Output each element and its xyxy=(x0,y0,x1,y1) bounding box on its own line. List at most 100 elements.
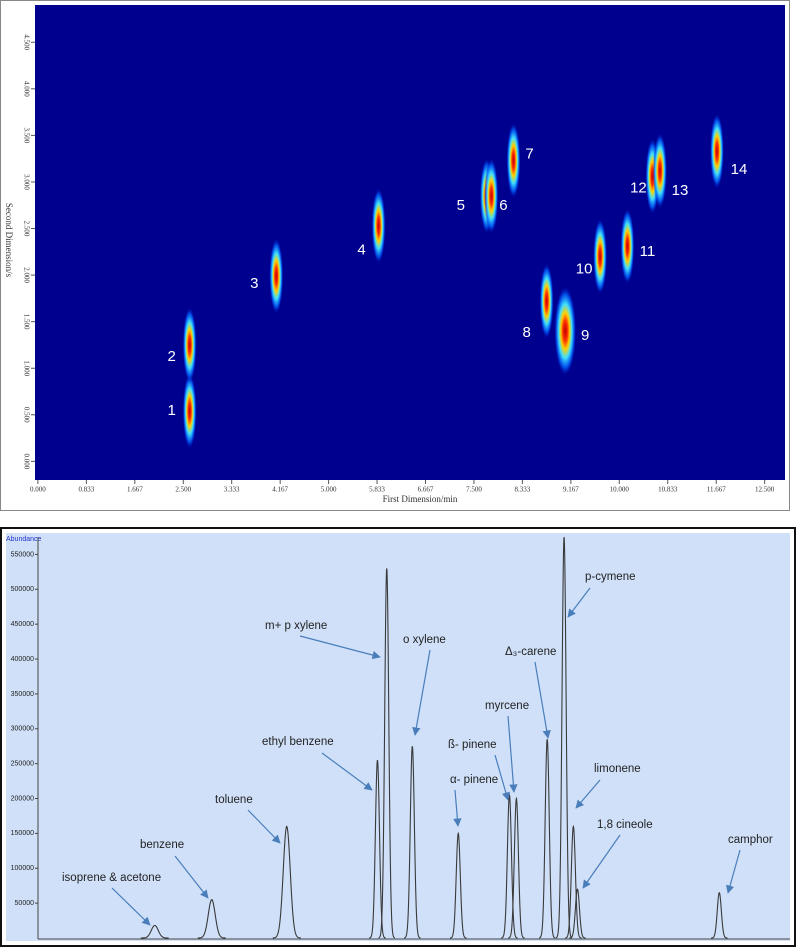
y-tick-label: 2.000 xyxy=(22,267,30,283)
y-tick-label: 500000 xyxy=(11,586,34,593)
spot-label: 14 xyxy=(731,161,748,178)
peak-label: toluene xyxy=(215,794,253,806)
x-tick-label: 0.833 xyxy=(78,486,94,494)
spot xyxy=(371,187,386,264)
y-tick-label: 3.500 xyxy=(22,128,30,144)
y-tick-label: 4.500 xyxy=(22,34,30,50)
spot xyxy=(269,238,284,315)
peak xyxy=(569,888,586,939)
peak-label: 1,8 cineole xyxy=(597,819,653,831)
peak-label: α- pinene xyxy=(450,774,498,786)
spot-label: 12 xyxy=(630,179,647,196)
spot-label: 4 xyxy=(357,242,365,259)
x-tick-label: 9.167 xyxy=(563,486,579,494)
arrow xyxy=(507,715,518,793)
spot-label: 8 xyxy=(522,324,530,341)
y-tick-label: 100000 xyxy=(11,865,34,872)
y-tick-label: 150000 xyxy=(11,830,34,837)
peak xyxy=(404,746,421,939)
spot xyxy=(182,306,197,383)
arrow xyxy=(299,635,381,660)
spot-label: 9 xyxy=(581,327,589,344)
y-tick-label: 450000 xyxy=(11,621,34,628)
x-tick-label: 5.833 xyxy=(369,486,385,494)
peak xyxy=(565,824,582,939)
x-tick-label: 0.000 xyxy=(30,486,46,494)
peak-label: limonene xyxy=(594,763,641,775)
peak xyxy=(272,825,301,939)
arrow xyxy=(582,834,621,889)
x-tick-label: 5.000 xyxy=(321,486,337,494)
x-tick-label: 8.333 xyxy=(515,486,531,494)
y-tick-label: 1.000 xyxy=(22,360,30,376)
peak xyxy=(508,796,525,939)
bottom-plot-area xyxy=(6,533,790,941)
spot-label: 10 xyxy=(576,260,593,277)
peak xyxy=(711,891,728,939)
spot xyxy=(709,113,724,190)
arrow xyxy=(725,849,741,894)
spot xyxy=(554,285,577,376)
peak xyxy=(450,831,467,939)
x-tick-label: 6.667 xyxy=(418,486,434,494)
y-tick-label: 2.500 xyxy=(22,221,30,237)
y-axis-label: Abundance xyxy=(6,536,42,543)
spot xyxy=(593,218,608,295)
x-tick-label: 1.667 xyxy=(127,486,143,494)
spot-label: 13 xyxy=(672,182,689,199)
peak xyxy=(140,924,169,939)
peak-label: isoprene & acetone xyxy=(62,872,161,884)
arrow xyxy=(453,789,462,827)
peak-label: p-cymene xyxy=(585,571,636,583)
plot-area xyxy=(35,5,785,480)
y-tick-label: 0.500 xyxy=(22,407,30,423)
arrow xyxy=(321,752,373,791)
x-tick-label: 12.500 xyxy=(755,486,775,494)
peak-label: benzene xyxy=(140,839,184,851)
peak-label: camphor xyxy=(728,834,773,846)
spot xyxy=(182,373,197,450)
spot-label: 2 xyxy=(167,348,175,365)
y-tick-label: 50000 xyxy=(15,900,35,907)
spot-label: 3 xyxy=(250,275,258,292)
spot xyxy=(653,132,667,209)
arrow xyxy=(575,779,601,809)
x-axis-label: First Dimension/min xyxy=(383,494,458,504)
y-tick-label: 3.000 xyxy=(22,174,30,190)
peak xyxy=(369,760,386,939)
spot xyxy=(484,157,499,234)
y-axis-label: Second Dimension/s xyxy=(4,203,14,278)
x-tick-label: 2.500 xyxy=(175,486,191,494)
y-tick-label: 400000 xyxy=(11,656,34,663)
y-tick-label: 0.000 xyxy=(22,453,30,469)
arrow xyxy=(174,855,209,899)
x-tick-label: 4.167 xyxy=(272,486,288,494)
y-tick-label: 200000 xyxy=(11,795,34,802)
spot xyxy=(539,263,554,340)
peak-label: m+ p xylene xyxy=(265,620,327,632)
arrow xyxy=(247,809,281,844)
arrow xyxy=(494,754,510,801)
spot-label: 1 xyxy=(167,402,175,419)
peak xyxy=(378,568,396,939)
arrow xyxy=(412,649,431,736)
peak xyxy=(538,739,556,939)
x-tick-label: 10.833 xyxy=(658,486,678,494)
y-tick-label: 1.500 xyxy=(22,314,30,330)
y-tick-label: 550000 xyxy=(11,551,34,558)
spot xyxy=(506,122,521,199)
spot-label: 5 xyxy=(457,197,465,214)
y-tick-label: 350000 xyxy=(11,691,34,698)
peak-label: Δ₃-carene xyxy=(505,646,556,658)
peak-label: o xylene xyxy=(403,634,446,646)
x-tick-label: 3.333 xyxy=(224,486,240,494)
y-tick-label: 300000 xyxy=(11,726,34,733)
spot-label: 7 xyxy=(525,146,533,163)
x-tick-label: 11.667 xyxy=(707,486,726,494)
y-tick-label: 250000 xyxy=(11,760,34,767)
arrow xyxy=(534,661,551,739)
x-tick-label: 10.000 xyxy=(610,486,630,494)
arrow xyxy=(111,887,151,926)
